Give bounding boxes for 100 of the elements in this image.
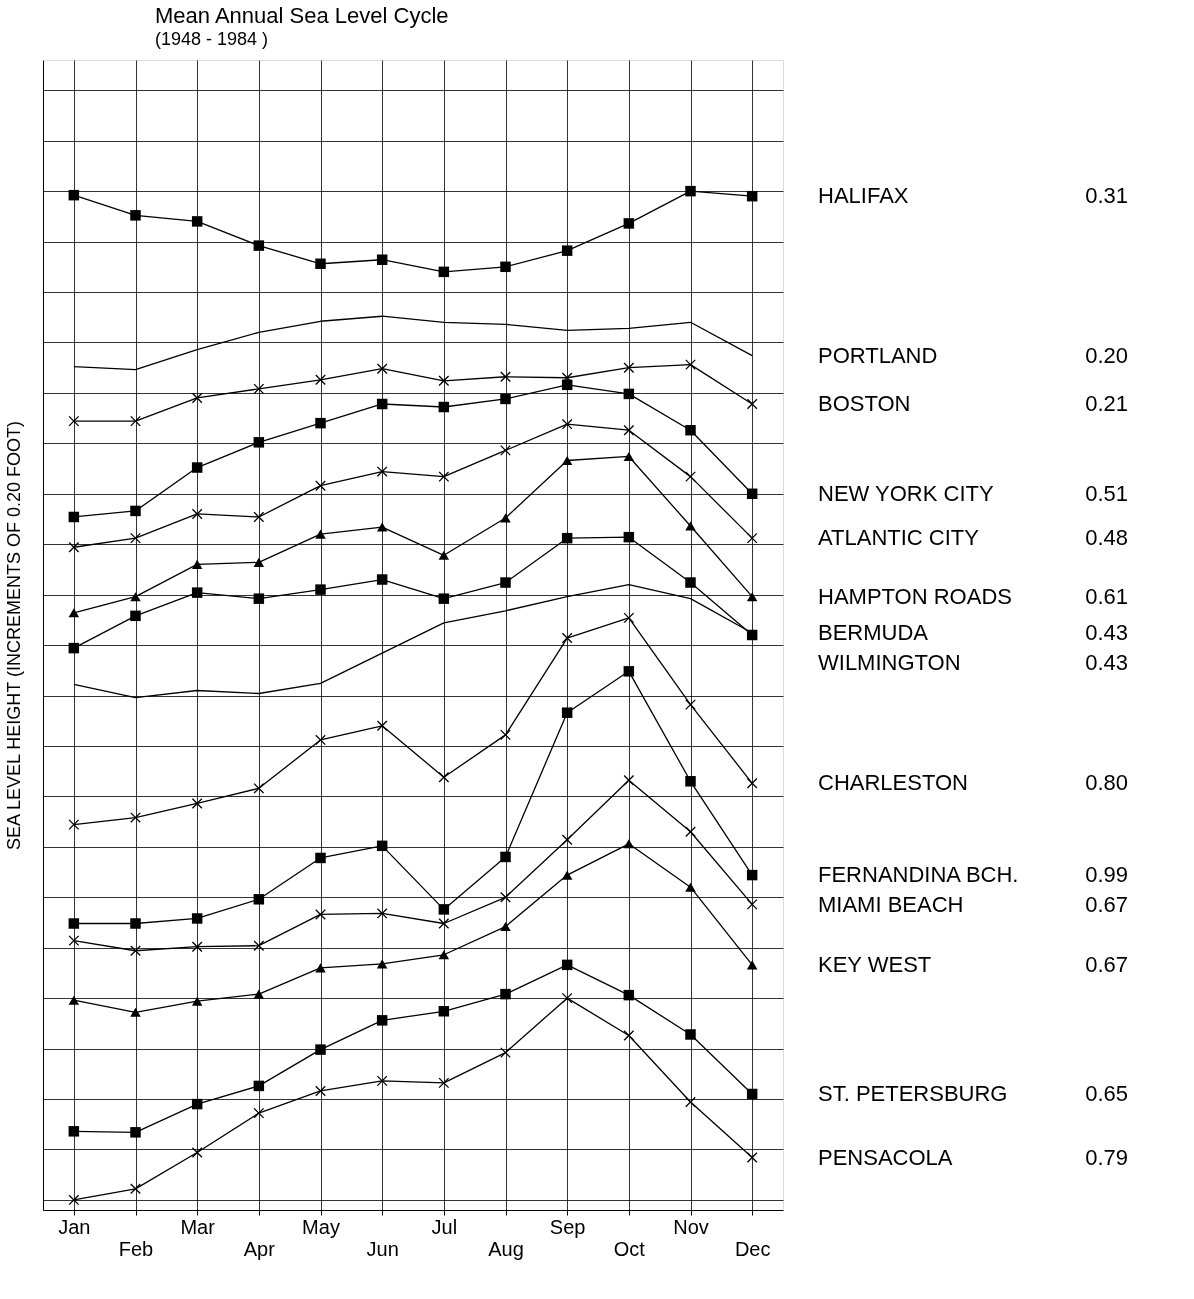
point — [68, 1194, 80, 1206]
point — [191, 1147, 203, 1158]
text: WILMINGTON — [818, 650, 961, 676]
point — [746, 190, 758, 202]
point — [438, 904, 450, 915]
point — [315, 852, 326, 864]
text: BOSTON — [818, 390, 911, 416]
point — [685, 521, 696, 531]
point — [685, 359, 696, 371]
point — [746, 898, 758, 910]
x-tick-label: Jul — [431, 1215, 458, 1238]
point — [376, 254, 388, 265]
text: 0.79 — [1085, 1144, 1128, 1170]
text: ST. PETERSBURG — [818, 1080, 1008, 1106]
point — [253, 989, 265, 999]
point — [253, 1080, 265, 1092]
x-tick-label: Oct — [613, 1237, 646, 1260]
point — [623, 362, 635, 374]
point — [500, 1047, 511, 1059]
point — [561, 959, 573, 971]
point — [130, 1007, 141, 1017]
point — [253, 593, 265, 604]
point — [746, 592, 758, 602]
point — [376, 574, 388, 585]
point — [746, 1152, 758, 1163]
point — [315, 963, 326, 973]
point — [685, 424, 696, 436]
point — [68, 918, 80, 929]
point — [623, 774, 635, 786]
point — [315, 584, 326, 595]
point — [376, 363, 388, 375]
x-tick-label: May — [302, 1215, 340, 1238]
point — [130, 812, 141, 823]
point — [623, 666, 635, 677]
point — [438, 471, 450, 483]
point — [685, 471, 696, 483]
point — [376, 398, 388, 410]
x-tick-label: Apr — [243, 1237, 276, 1260]
point — [500, 393, 511, 405]
point — [438, 401, 450, 413]
point — [438, 950, 450, 960]
point — [561, 245, 573, 256]
point — [623, 451, 635, 461]
x-tick-label: Jan — [58, 1215, 91, 1238]
text: MIAMI BEACH — [818, 892, 964, 918]
point — [315, 1044, 326, 1055]
point — [685, 577, 696, 588]
point — [130, 505, 141, 517]
point — [191, 587, 203, 598]
point — [191, 559, 203, 569]
point — [500, 891, 511, 903]
point — [130, 918, 141, 929]
text: BERMUDA — [818, 619, 929, 645]
text: PENSACOLA — [818, 1144, 953, 1170]
point — [623, 531, 635, 543]
point — [68, 189, 80, 201]
point — [561, 532, 573, 544]
chart-subtitle: (1948 - 1984 ) — [155, 29, 269, 49]
text: 0.61 — [1085, 583, 1128, 609]
point — [561, 455, 573, 466]
point — [561, 707, 573, 718]
x-tick-label: Dec — [734, 1237, 771, 1260]
chart-title: Mean Annual Sea Level Cycle — [155, 3, 449, 28]
point — [130, 532, 141, 544]
point — [130, 945, 141, 957]
text: NEW YORK CITY — [818, 480, 994, 506]
x-tick-label: Mar — [180, 1215, 216, 1238]
point — [191, 462, 203, 473]
point — [685, 882, 696, 892]
point — [685, 185, 696, 197]
point — [315, 374, 326, 386]
point — [623, 1030, 635, 1041]
point — [130, 1183, 141, 1195]
text: 0.67 — [1085, 892, 1128, 918]
point — [191, 941, 203, 953]
text: HALIFAX — [818, 183, 909, 209]
point — [253, 782, 265, 794]
point — [438, 266, 450, 278]
point — [130, 415, 141, 427]
text: 0.43 — [1085, 650, 1128, 676]
text: CHARLESTON — [818, 770, 968, 796]
point — [191, 508, 203, 520]
point — [561, 992, 573, 1004]
point — [685, 826, 696, 838]
point — [500, 921, 511, 932]
point — [623, 839, 635, 849]
point — [130, 610, 141, 622]
point — [315, 417, 326, 429]
point — [746, 488, 758, 500]
text: ATLANTIC CITY — [818, 525, 980, 551]
point — [376, 720, 388, 732]
y-axis-title: SEA LEVEL HEIGHT (INCREMENTS OF 0.20 FOOT) — [3, 420, 24, 851]
point — [253, 894, 265, 905]
point — [438, 375, 450, 387]
point — [438, 593, 450, 604]
point — [623, 218, 635, 229]
point — [438, 550, 450, 560]
x-tick-label: Feb — [118, 1237, 154, 1260]
point — [561, 379, 573, 391]
point — [746, 869, 758, 881]
